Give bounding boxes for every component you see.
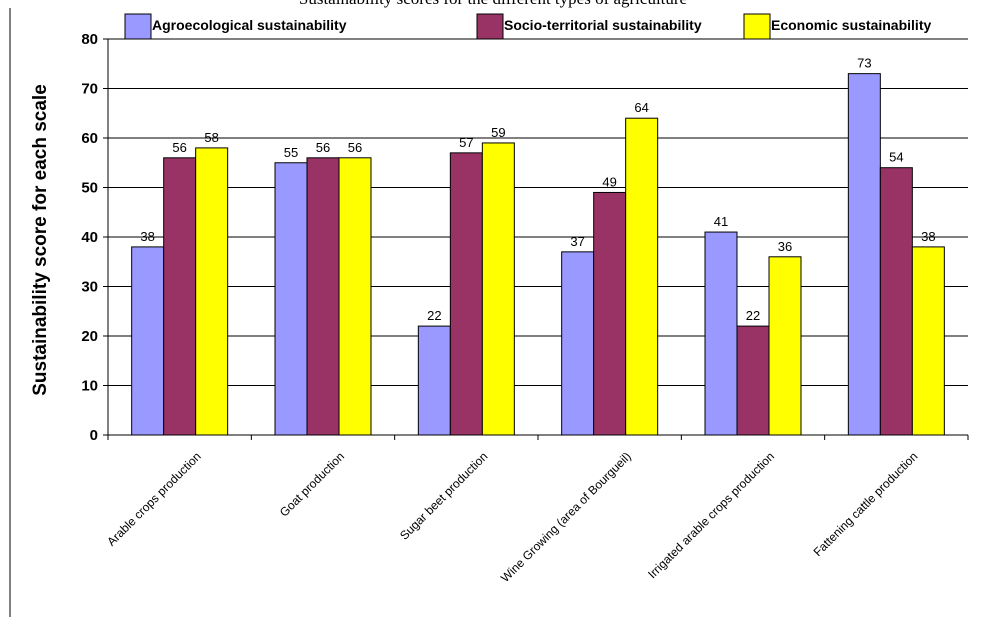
bar <box>481 142 515 436</box>
bar <box>911 246 945 436</box>
x-tick-label: Goat production <box>277 449 347 519</box>
legend: Agroecological sustainability Socio-terri… <box>124 13 931 40</box>
axes <box>9 8 969 617</box>
data-label: 56 <box>348 140 362 155</box>
bars <box>131 73 945 436</box>
legend-swatch <box>476 13 504 40</box>
data-label: 22 <box>427 308 441 323</box>
data-label: 55 <box>284 145 298 160</box>
bar <box>338 157 372 436</box>
data-label: 41 <box>714 214 728 229</box>
y-tick-label: 20 <box>81 328 98 345</box>
data-label: 54 <box>889 150 903 165</box>
legend-label: Agroecological sustainability <box>152 17 347 33</box>
bar <box>417 325 451 436</box>
legend-label: Socio-territorial sustainability <box>504 17 702 33</box>
legend-label: Economic sustainability <box>771 17 931 33</box>
data-label: 22 <box>746 308 760 323</box>
bar <box>306 157 340 436</box>
y-tick-label: 30 <box>81 279 98 296</box>
chart-title: Sustainability scores for the different … <box>299 0 687 8</box>
bar <box>625 117 659 436</box>
y-tick-label: 70 <box>81 81 98 98</box>
data-label: 38 <box>140 229 154 244</box>
y-tick-label: 60 <box>81 130 98 147</box>
data-label: 73 <box>857 56 871 71</box>
y-tick-label: 10 <box>81 378 98 395</box>
bar <box>163 157 197 436</box>
bar <box>561 251 595 436</box>
gridlines <box>108 38 968 436</box>
legend-swatch <box>743 13 771 40</box>
bar <box>879 167 913 436</box>
x-tick-label: Irrigated arable crops production <box>645 449 777 581</box>
x-tick-label: Wine Growing (area of Bourgueil) <box>498 449 634 585</box>
data-label: 64 <box>634 100 648 115</box>
data-label: 49 <box>602 174 616 189</box>
data-label: 56 <box>316 140 330 155</box>
bar <box>768 256 802 436</box>
bar <box>736 325 770 436</box>
data-label: 58 <box>204 130 218 145</box>
bar <box>704 231 738 436</box>
y-tick-label: 0 <box>90 427 98 444</box>
bar <box>274 162 308 436</box>
data-label: 36 <box>778 239 792 254</box>
bar <box>195 147 229 436</box>
data-label: 57 <box>459 135 473 150</box>
bar <box>449 152 483 436</box>
x-tick-label: Fattening cattle production <box>811 449 921 559</box>
y-tick-label: 50 <box>81 180 98 197</box>
x-tick-label: Arable crops production <box>104 449 204 549</box>
y-axis-title: Sustainability score for each scale <box>30 84 51 396</box>
data-label: 37 <box>570 234 584 249</box>
bar <box>131 246 165 436</box>
x-tick-label: Sugar beet production <box>397 449 490 542</box>
legend-swatch <box>124 13 152 40</box>
data-label: 38 <box>921 229 935 244</box>
data-label: 56 <box>172 140 186 155</box>
y-tick-label: 80 <box>81 31 98 48</box>
y-tick-label: 40 <box>81 229 98 246</box>
bar <box>847 73 881 436</box>
bar <box>593 191 627 436</box>
data-label: 59 <box>491 125 505 140</box>
